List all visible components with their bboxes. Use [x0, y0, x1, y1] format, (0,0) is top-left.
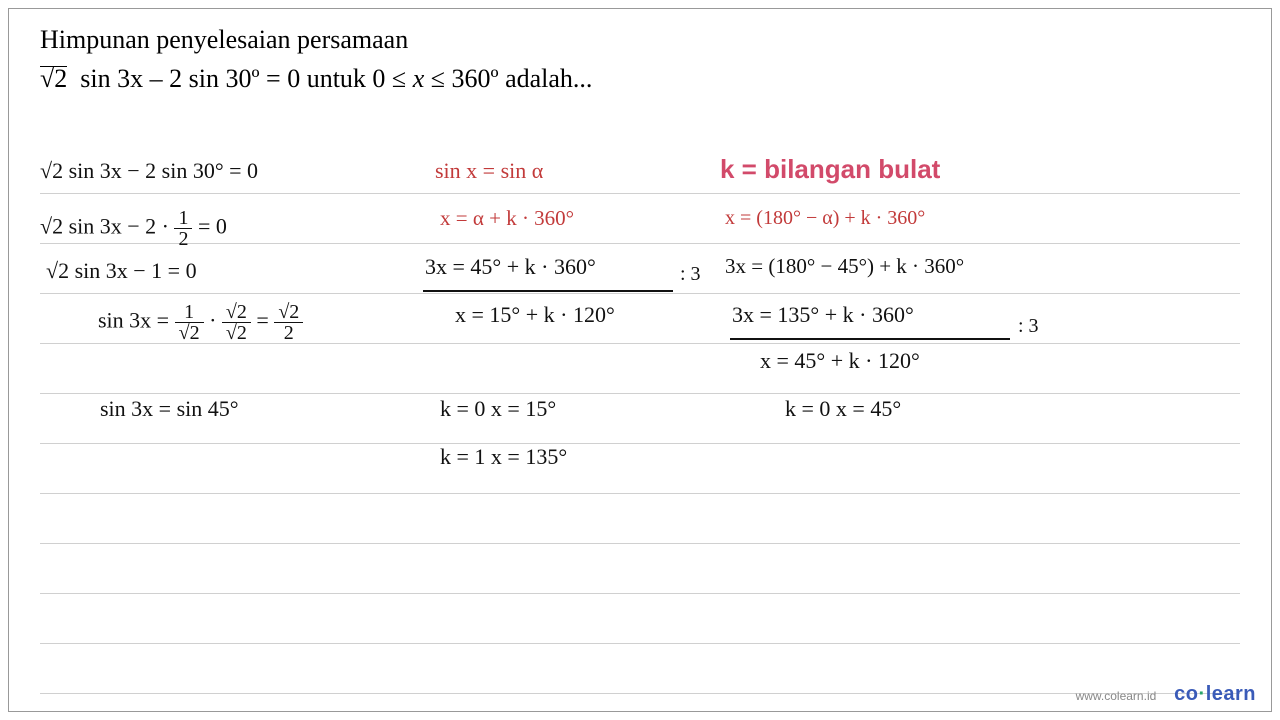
c1-l4-f1: 1 √2 [175, 302, 204, 343]
den: 2 [174, 228, 192, 249]
c1-l4-f3: √2 2 [274, 302, 303, 343]
c3-l2-main: 3x = 135° + k · 360° [732, 302, 914, 327]
c2-l1-suffix: : 3 [680, 264, 701, 284]
c2-line2: x = 15° + k · 120° [455, 304, 615, 326]
num: √2 [274, 302, 303, 322]
footer: www.colearn.id co·learn [1076, 683, 1256, 706]
c2-line3: k = 0 x = 15° [440, 398, 556, 420]
c1-line4: sin 3x = 1 √2 · √2 √2 = √2 2 [98, 302, 303, 343]
c3-line1: 3x = (180° − 45°) + k · 360° [725, 256, 964, 277]
c1-l2-a: √2 sin 3x − 2 · [40, 214, 169, 239]
c3-l2-suffix: : 3 [1018, 316, 1039, 336]
c1-line2: √2 sin 3x − 2 · 1 2 = 0 [40, 208, 227, 249]
c1-l4-eq: = [256, 308, 268, 333]
footer-brand: co·learn [1174, 683, 1256, 705]
brand-dot: · [1199, 683, 1206, 705]
c1-l2-frac: 1 2 [174, 208, 192, 249]
problem-line-1: Himpunan penyelesaian persamaan [40, 20, 1240, 59]
num: 1 [174, 208, 192, 228]
problem-line-2: √2 sin 3x – 2 sin 30º = 0 untuk 0 ≤ x ≤ … [40, 59, 1240, 98]
c1-line1: √2 sin 3x − 2 sin 30° = 0 [40, 160, 258, 182]
c2-rule2: x = α + k · 360° [440, 208, 574, 229]
den: 2 [274, 322, 303, 343]
c2-div-line [423, 290, 673, 292]
c3-line4: k = 0 x = 45° [785, 398, 901, 420]
c1-l2-b: = 0 [198, 214, 227, 239]
problem-statement: Himpunan penyelesaian persamaan √2 sin 3… [40, 20, 1240, 98]
content-area: Himpunan penyelesaian persamaan √2 sin 3… [40, 20, 1240, 700]
den: √2 [175, 322, 204, 343]
num: √2 [222, 302, 251, 322]
brand-b: learn [1206, 683, 1256, 705]
c1-l4-f2: √2 √2 [222, 302, 251, 343]
c1-l4-a: sin 3x = [98, 308, 169, 333]
den: √2 [222, 322, 251, 343]
c1-line5: sin 3x = sin 45° [100, 398, 239, 420]
k-header: k = bilangan bulat [720, 154, 940, 185]
c2-line1: 3x = 45° + k · 360° [425, 256, 596, 278]
c3-div-line [730, 338, 1010, 340]
c1-l4-dot: · [209, 308, 216, 333]
c2-line4: k = 1 x = 135° [440, 446, 567, 468]
c3-line3: x = 45° + k · 120° [760, 350, 920, 372]
c2-rule1: sin x = sin α [435, 160, 543, 182]
num: 1 [175, 302, 204, 322]
footer-url: www.colearn.id [1076, 689, 1157, 703]
c3-line2: 3x = 135° + k · 360° [732, 304, 914, 326]
brand-a: co [1174, 683, 1198, 705]
c1-line3: √2 sin 3x − 1 = 0 [46, 260, 197, 282]
c3-rule1: x = (180° − α) + k · 360° [725, 208, 925, 228]
c2-l1-main: 3x = 45° + k · 360° [425, 254, 596, 279]
